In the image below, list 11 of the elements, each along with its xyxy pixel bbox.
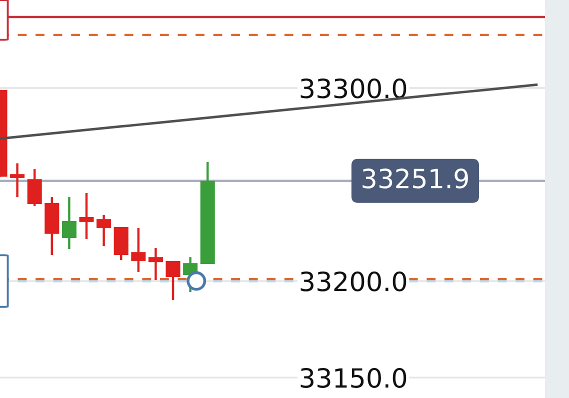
y-tick-label: 33300.0	[300, 78, 406, 98]
candlestick	[79, 192, 94, 240]
candlestick	[166, 260, 180, 302]
candlestick	[131, 226, 146, 274]
candlestick	[62, 196, 76, 250]
candlestick	[96, 214, 112, 248]
candlestick	[148, 246, 163, 282]
ref-line-label: 33251.9	[362, 168, 468, 189]
y-tick-label: 33150.0	[300, 368, 406, 388]
y-tick-label: 33200.0	[300, 271, 406, 292]
candlestick	[10, 162, 25, 198]
